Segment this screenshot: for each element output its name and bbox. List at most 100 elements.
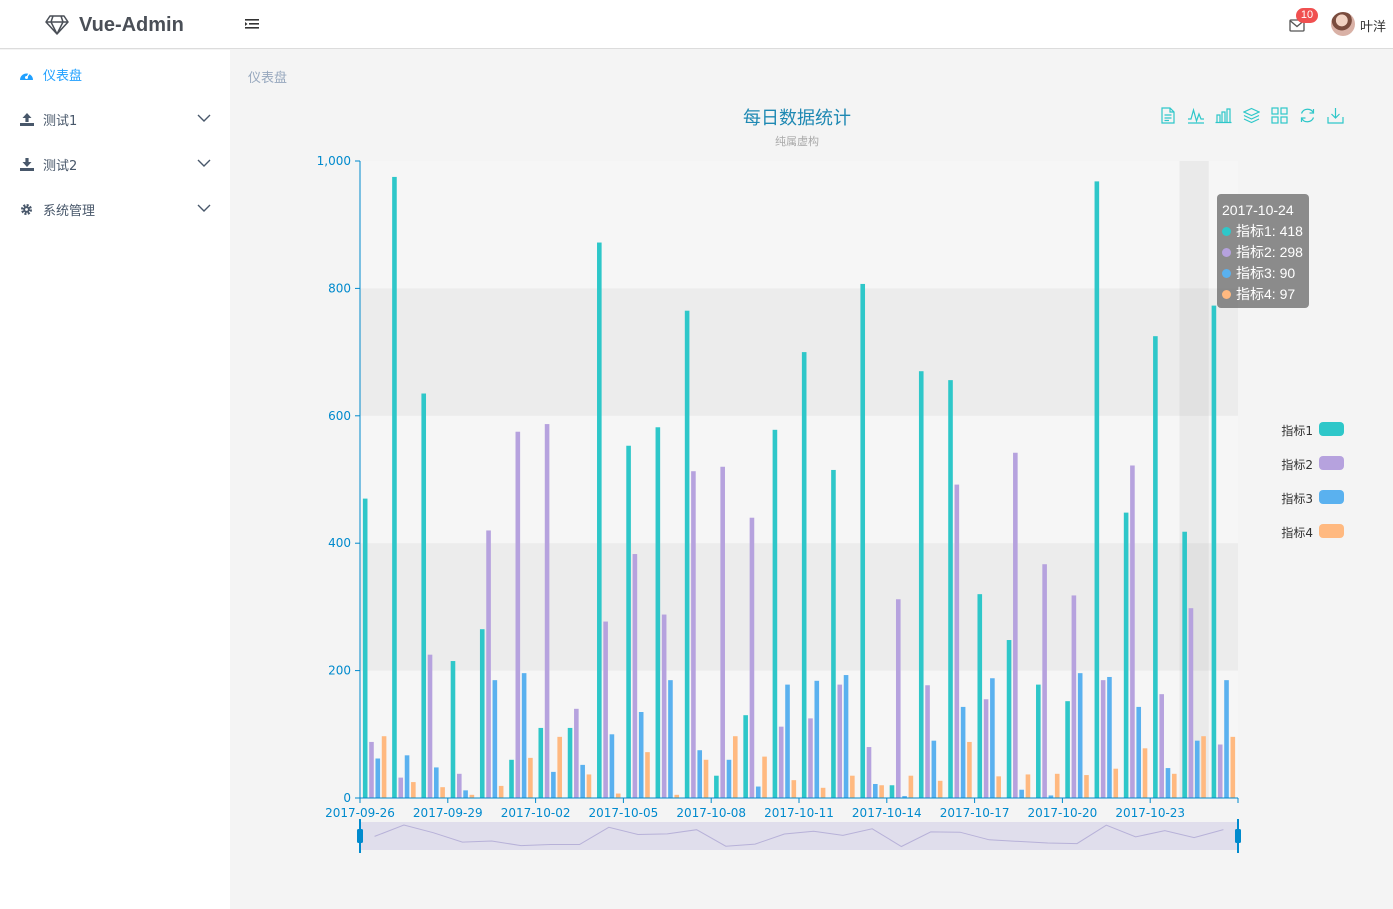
bar[interactable] (755, 786, 761, 798)
bar[interactable] (674, 794, 680, 798)
bar[interactable] (837, 684, 843, 798)
bar[interactable] (392, 176, 397, 799)
bar[interactable] (808, 718, 813, 798)
bar[interactable] (498, 785, 504, 798)
bar[interactable] (1211, 305, 1217, 798)
bar[interactable] (714, 775, 719, 798)
bar[interactable] (574, 708, 579, 798)
bar[interactable] (691, 471, 696, 798)
bar[interactable] (521, 673, 527, 798)
bar[interactable] (1165, 768, 1171, 798)
bar[interactable] (381, 736, 387, 798)
bar[interactable] (720, 466, 725, 798)
sidebar-item-test1[interactable]: 测试1 (0, 97, 230, 142)
bar[interactable] (860, 283, 866, 798)
bar[interactable] (801, 352, 807, 798)
bar[interactable] (486, 530, 491, 798)
bar[interactable] (440, 787, 445, 798)
line-chart-icon[interactable] (1186, 106, 1205, 125)
bar[interactable] (791, 780, 797, 798)
datazoom-range[interactable] (360, 822, 1238, 850)
bar[interactable] (626, 445, 631, 798)
bar[interactable] (1113, 768, 1119, 798)
bar[interactable] (977, 594, 983, 798)
bar[interactable] (586, 774, 592, 798)
bar[interactable] (1094, 181, 1100, 798)
bar-chart-icon[interactable] (1214, 106, 1233, 125)
bar[interactable] (456, 773, 462, 798)
bar[interactable] (1054, 773, 1060, 798)
bar[interactable] (1201, 736, 1206, 798)
bar[interactable] (597, 242, 602, 798)
bar[interactable] (1130, 465, 1135, 798)
bar[interactable] (762, 756, 767, 798)
bar[interactable] (732, 736, 738, 798)
bar[interactable] (479, 629, 485, 798)
bar[interactable] (557, 736, 562, 798)
bar[interactable] (1188, 608, 1194, 798)
bar[interactable] (1159, 694, 1164, 798)
sidebar-item-test2[interactable]: 测试2 (0, 142, 230, 187)
bar[interactable] (469, 794, 475, 798)
app-logo[interactable]: Vue-Admin (45, 11, 184, 39)
bar[interactable] (632, 554, 638, 798)
breadcrumb[interactable]: 仪表盘 (248, 71, 288, 86)
bar[interactable] (1048, 795, 1054, 798)
bar[interactable] (434, 767, 439, 798)
bar[interactable] (509, 759, 514, 798)
bar[interactable] (743, 715, 748, 798)
bar[interactable] (843, 675, 849, 798)
bar[interactable] (1123, 512, 1129, 798)
legend-item[interactable]: 指标1 (1260, 421, 1344, 438)
bar[interactable] (645, 752, 650, 798)
bar[interactable] (1230, 736, 1236, 798)
tiled-icon[interactable] (1270, 106, 1289, 125)
bar[interactable] (1136, 706, 1142, 798)
bar[interactable] (1019, 789, 1024, 798)
bar[interactable] (1194, 740, 1200, 798)
bar[interactable] (427, 654, 433, 798)
bar[interactable] (879, 785, 884, 798)
bar[interactable] (615, 793, 621, 798)
save-image-icon[interactable] (1326, 106, 1345, 125)
bar[interactable] (1025, 774, 1031, 798)
bar[interactable] (638, 712, 644, 798)
bar[interactable] (1217, 744, 1223, 798)
bar[interactable] (411, 782, 416, 798)
sidebar-item-dashboard[interactable]: 仪表盘 (0, 52, 230, 97)
bar[interactable] (661, 614, 667, 798)
bar[interactable] (831, 469, 836, 798)
stack-icon[interactable] (1242, 106, 1261, 125)
bar[interactable] (609, 734, 615, 798)
bar[interactable] (369, 741, 374, 798)
bar[interactable] (362, 498, 368, 798)
bar[interactable] (668, 680, 673, 798)
bar[interactable] (778, 726, 784, 798)
bar[interactable] (902, 796, 907, 798)
bar[interactable] (908, 775, 914, 798)
legend-item[interactable]: 指标4 (1260, 523, 1344, 540)
bar[interactable] (450, 661, 456, 798)
bar[interactable] (538, 727, 544, 798)
bar[interactable] (925, 685, 930, 798)
bar[interactable] (463, 790, 468, 798)
bar[interactable] (1013, 452, 1018, 798)
avatar[interactable] (1331, 12, 1355, 36)
user-name[interactable]: 叶洋 (1360, 20, 1387, 35)
bar[interactable] (567, 727, 573, 798)
bar[interactable] (697, 750, 703, 798)
bar[interactable] (889, 785, 895, 798)
bar[interactable] (726, 759, 732, 798)
bar[interactable] (873, 783, 878, 798)
bar[interactable] (937, 780, 943, 798)
restore-icon[interactable] (1298, 106, 1317, 125)
bar[interactable] (1171, 773, 1177, 798)
bar[interactable] (580, 764, 585, 798)
bar[interactable] (1153, 336, 1158, 798)
bar[interactable] (948, 380, 953, 798)
datazoom-handle[interactable] (1235, 829, 1241, 843)
bar[interactable] (544, 424, 550, 798)
bar[interactable] (398, 777, 404, 798)
bar[interactable] (785, 684, 790, 798)
data-view-icon[interactable] (1158, 106, 1177, 125)
